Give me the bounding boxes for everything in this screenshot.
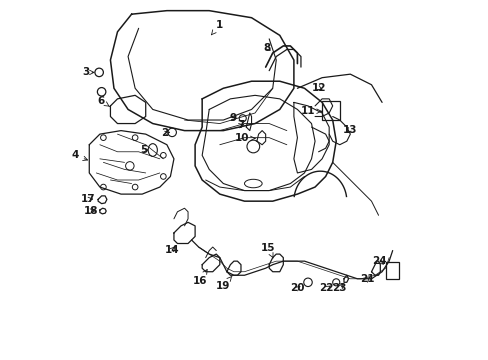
Text: 14: 14 <box>165 244 180 255</box>
Text: 5: 5 <box>140 145 147 155</box>
Text: 19: 19 <box>216 276 232 291</box>
Text: 23: 23 <box>332 283 346 293</box>
Text: 16: 16 <box>192 270 207 285</box>
Text: 4: 4 <box>71 150 87 161</box>
Text: 15: 15 <box>261 243 275 258</box>
Text: 13: 13 <box>342 125 356 135</box>
Text: 6: 6 <box>97 96 109 106</box>
Text: 21: 21 <box>359 274 374 284</box>
Text: 22: 22 <box>319 283 333 293</box>
Text: 11: 11 <box>300 106 321 116</box>
Text: 12: 12 <box>311 83 326 93</box>
Text: 24: 24 <box>371 256 386 266</box>
Text: 1: 1 <box>211 20 223 35</box>
Text: 20: 20 <box>289 283 304 293</box>
Text: 3: 3 <box>82 67 94 77</box>
Text: 9: 9 <box>229 113 236 123</box>
Text: 7: 7 <box>237 120 244 130</box>
Text: 10: 10 <box>234 133 254 143</box>
Text: 8: 8 <box>263 43 270 53</box>
Text: 17: 17 <box>81 194 96 204</box>
Text: 2: 2 <box>161 129 169 139</box>
Text: 18: 18 <box>83 206 98 216</box>
